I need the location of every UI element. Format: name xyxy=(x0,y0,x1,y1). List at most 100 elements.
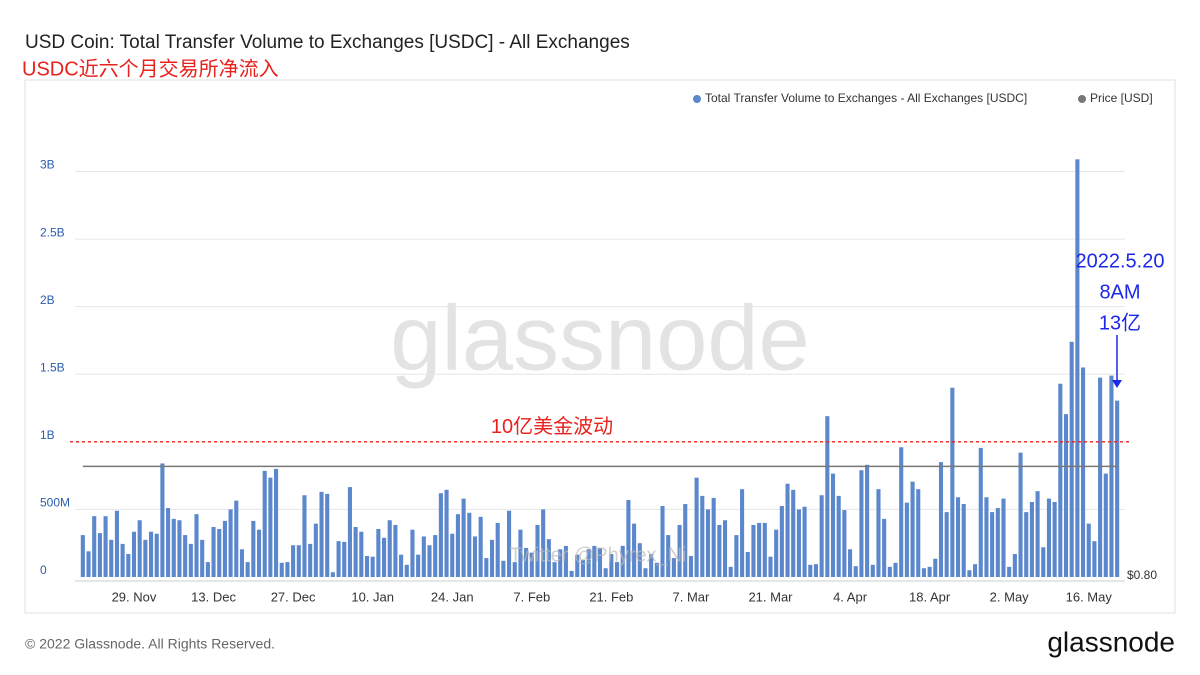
bar xyxy=(120,543,125,577)
bar xyxy=(291,545,296,577)
footer: © 2022 Glassnode. All Rights Reserved. xyxy=(25,636,275,652)
bar xyxy=(728,566,733,577)
bar xyxy=(825,416,830,577)
bar xyxy=(302,495,307,577)
bar xyxy=(933,558,938,577)
bar xyxy=(501,560,506,577)
bar xyxy=(103,516,108,577)
bar xyxy=(921,568,926,577)
bar xyxy=(1109,375,1114,577)
bar xyxy=(944,512,949,577)
bar xyxy=(205,562,210,577)
bar xyxy=(529,552,534,577)
bar xyxy=(563,545,568,577)
bar xyxy=(308,543,313,577)
x-tick-label: 18. Apr xyxy=(909,589,951,604)
bar xyxy=(478,516,483,577)
bar xyxy=(745,551,750,577)
bar xyxy=(461,498,466,577)
bar xyxy=(580,560,585,577)
bar xyxy=(995,508,1000,577)
bar xyxy=(569,570,574,577)
watermark-small: Twitter @Phyrex_Ni xyxy=(509,544,686,566)
bar xyxy=(734,535,739,577)
x-tick-label: 10. Jan xyxy=(351,589,394,604)
x-tick-label: 7. Mar xyxy=(673,589,711,604)
bar xyxy=(444,489,449,577)
bar xyxy=(751,524,756,577)
bar xyxy=(507,510,512,577)
bar xyxy=(251,520,256,577)
bar xyxy=(535,524,540,577)
bar xyxy=(1069,341,1074,577)
bar xyxy=(450,533,455,577)
x-tick-label: 4. Apr xyxy=(833,589,868,604)
bar xyxy=(802,506,807,577)
bar xyxy=(524,547,529,577)
bar xyxy=(762,522,767,577)
bar xyxy=(637,543,642,577)
bar xyxy=(558,549,563,577)
chart-frame xyxy=(24,79,1176,614)
bar xyxy=(427,545,432,577)
chart-subtitle: USDC近六个月交易所净流入 xyxy=(22,57,279,80)
bar xyxy=(416,554,421,577)
bar xyxy=(654,562,659,577)
annotation: 2022.5.20 xyxy=(1076,250,1165,272)
bar xyxy=(404,564,409,577)
y-tick-label: 2B xyxy=(40,293,55,307)
y-tick-label: 1.5B xyxy=(40,360,65,374)
bar xyxy=(677,524,682,577)
bar xyxy=(330,572,335,577)
bar xyxy=(615,562,620,577)
bar xyxy=(882,518,887,577)
bar xyxy=(757,522,762,577)
bar xyxy=(1046,498,1052,577)
bar xyxy=(370,556,375,577)
bar xyxy=(785,483,790,577)
bar xyxy=(131,531,137,577)
bar xyxy=(399,554,404,577)
bar xyxy=(183,535,188,577)
annotation: 13亿 xyxy=(1099,311,1141,334)
bar xyxy=(836,495,841,577)
bar xyxy=(808,564,813,577)
bar xyxy=(211,526,216,577)
bar xyxy=(154,533,159,577)
bar xyxy=(421,536,426,577)
bar xyxy=(575,554,580,577)
bar xyxy=(973,564,978,577)
bar xyxy=(859,470,864,577)
bar xyxy=(711,497,716,577)
bar xyxy=(325,493,330,577)
bar xyxy=(393,524,398,577)
bar xyxy=(649,554,654,577)
bar xyxy=(188,543,193,577)
bar xyxy=(313,523,318,577)
bar xyxy=(876,489,881,577)
bar xyxy=(1075,159,1080,578)
bar xyxy=(1001,498,1006,577)
x-tick-label: 16. May xyxy=(1066,589,1113,604)
x-tick-label: 13. Dec xyxy=(191,589,236,604)
annotation: 8AM xyxy=(1099,281,1140,303)
bar xyxy=(518,529,523,577)
bar xyxy=(239,549,245,577)
y-tick-label: 2.5B xyxy=(40,225,65,239)
logo: glassnode xyxy=(1047,626,1175,657)
bar xyxy=(660,506,665,577)
bar xyxy=(472,536,478,577)
x-tick-label: 2. May xyxy=(990,589,1030,604)
x-tick-label: 24. Jan xyxy=(431,589,474,604)
bar xyxy=(467,512,472,577)
bar xyxy=(1098,377,1103,577)
bar xyxy=(779,506,784,577)
bar xyxy=(791,489,796,577)
bar xyxy=(160,463,165,577)
bar xyxy=(967,570,972,577)
bar xyxy=(671,558,676,577)
bar xyxy=(166,508,171,577)
bar xyxy=(512,562,517,577)
bar xyxy=(234,500,239,577)
